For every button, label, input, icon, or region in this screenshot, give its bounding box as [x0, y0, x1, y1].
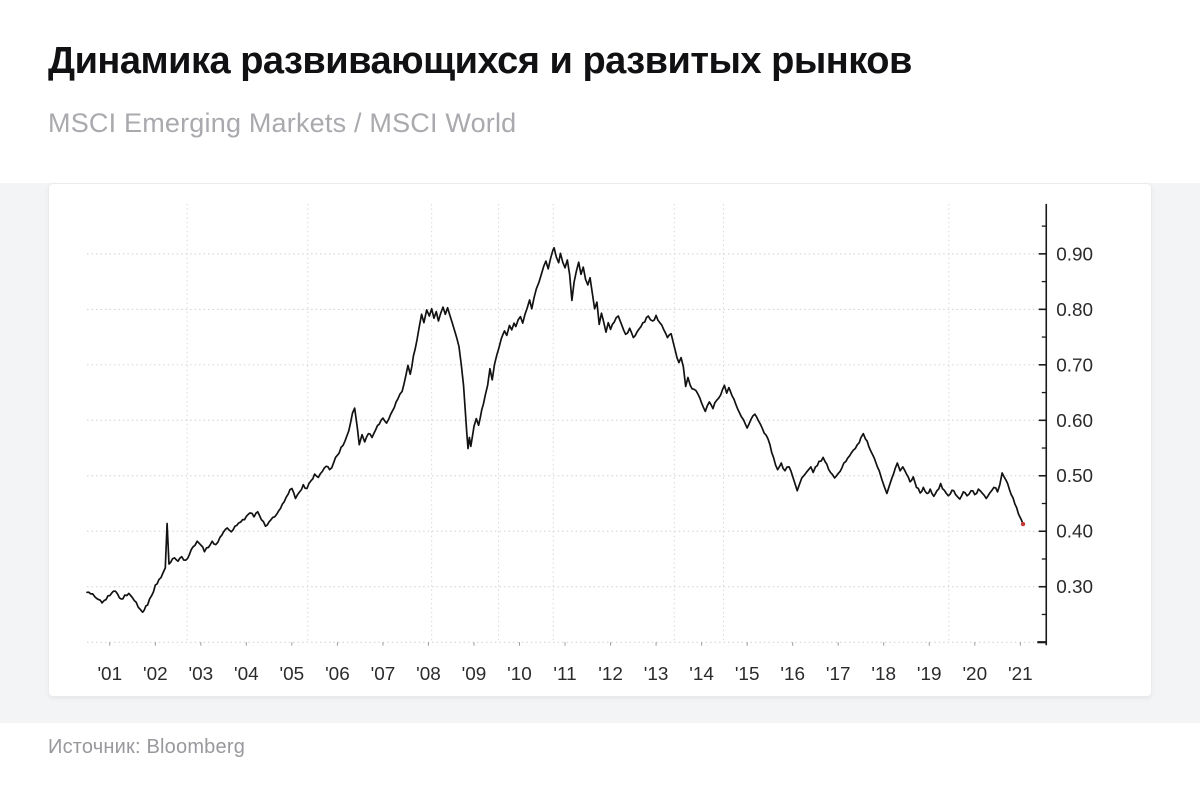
x-tick-label: '13: [644, 664, 669, 685]
y-tick-label: 0.30: [1056, 577, 1093, 598]
source-note: Источник: Bloomberg: [48, 736, 246, 758]
x-tick-label: '09: [462, 664, 487, 685]
x-tick-label: '01: [97, 664, 122, 685]
y-tick-label: 0.90: [1056, 244, 1093, 265]
chart-band: 0.30 0.40 0.50 0.60 0.70 0.80 0.90 '01 '02 '03 '04…: [0, 183, 1200, 723]
x-tick-label: '16: [780, 664, 805, 685]
x-tick-label: '10: [507, 664, 532, 685]
x-tick-label: '06: [325, 664, 350, 685]
ratio-line-series: [86, 246, 1024, 614]
x-tick-label: '11: [553, 664, 576, 685]
chart-card: 0.30 0.40 0.50 0.60 0.70 0.80 0.90 '01 '02 '03 '04…: [48, 183, 1152, 697]
x-tick-label: '12: [598, 664, 623, 685]
y-tick-label: 0.50: [1056, 466, 1093, 487]
y-tick-label: 0.70: [1056, 355, 1093, 376]
x-tick-label: '02: [143, 664, 168, 685]
x-tick-label: '07: [371, 664, 396, 685]
x-tick-label: '18: [871, 664, 896, 685]
page-subtitle: MSCI Emerging Markets / MSCI World: [48, 108, 517, 138]
x-tick-label: '08: [416, 664, 441, 685]
x-tick-label: '03: [189, 664, 214, 685]
x-tick-label: '19: [917, 664, 942, 685]
x-tick-label: '21: [1008, 664, 1033, 685]
page-title: Динамика развивающихся и развитых рынков: [48, 40, 912, 82]
last-point-marker: [1020, 521, 1026, 527]
y-tick-label: 0.80: [1056, 300, 1093, 321]
x-tick-label: '14: [689, 664, 714, 685]
y-tick-label: 0.40: [1056, 522, 1093, 543]
x-tick-label: '20: [962, 664, 987, 685]
x-tick-label: '04: [234, 664, 259, 685]
x-tick-label: '05: [280, 664, 305, 685]
y-tick-label: 0.60: [1056, 411, 1093, 432]
x-tick-label: '15: [735, 664, 760, 685]
x-tick-label: '17: [826, 664, 851, 685]
ratio-line-chart: 0.30 0.40 0.50 0.60 0.70 0.80 0.90 '01 '02 '03 '04…: [86, 203, 1093, 685]
